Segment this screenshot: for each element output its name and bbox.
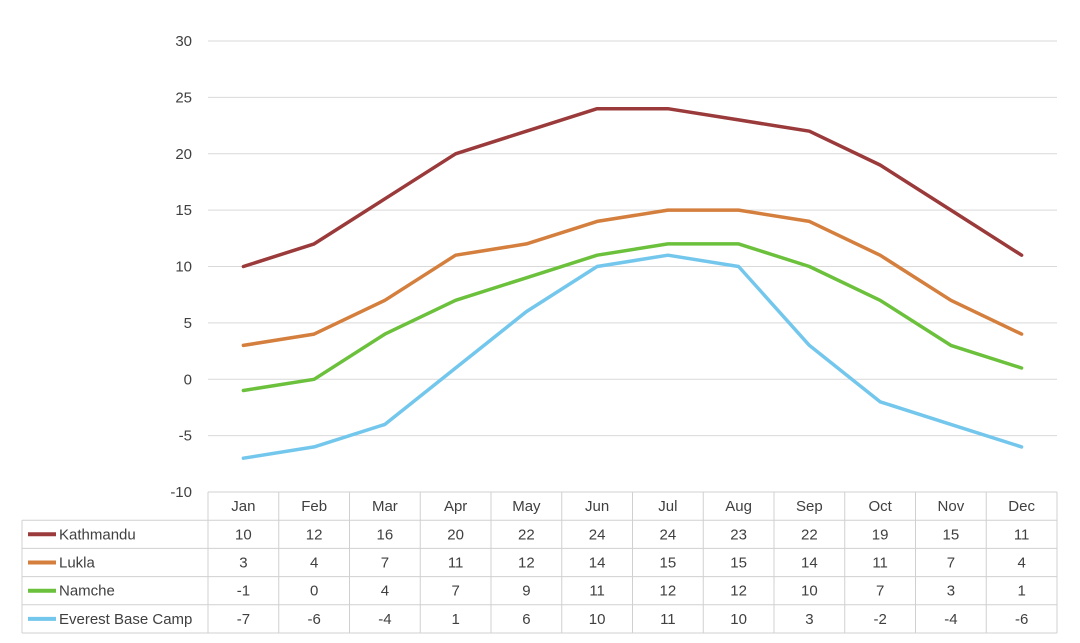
data-label-everest-base-camp-oct: -2 — [873, 611, 886, 628]
data-label-everest-base-camp-aug: 10 — [730, 611, 747, 628]
legend-label-kathmandu: Kathmandu — [59, 526, 136, 543]
data-label-namche-oct: 7 — [876, 583, 884, 600]
x-tick-label-jan: Jan — [231, 498, 255, 515]
data-label-kathmandu-jun: 24 — [589, 526, 606, 543]
x-tick-label-dec: Dec — [1008, 498, 1035, 515]
data-label-lukla-oct: 11 — [872, 555, 888, 572]
data-label-lukla-mar: 7 — [381, 555, 389, 572]
data-label-everest-base-camp-nov: -4 — [944, 611, 957, 628]
x-tick-label-nov: Nov — [938, 498, 965, 515]
data-label-kathmandu-apr: 20 — [447, 526, 464, 543]
legend-label-everest-base-camp: Everest Base Camp — [59, 611, 192, 628]
data-label-namche-jun: 11 — [589, 583, 605, 600]
data-label-namche-aug: 12 — [730, 583, 747, 600]
y-tick-label-10: 10 — [175, 259, 192, 276]
data-label-kathmandu-may: 22 — [518, 526, 535, 543]
y-tick-label-5: 5 — [184, 315, 192, 332]
data-label-kathmandu-aug: 23 — [730, 526, 747, 543]
data-label-lukla-dec: 4 — [1017, 555, 1025, 572]
data-label-everest-base-camp-jun: 10 — [589, 611, 606, 628]
data-label-kathmandu-oct: 19 — [872, 526, 889, 543]
data-label-namche-nov: 3 — [947, 583, 955, 600]
legend-label-namche: Namche — [59, 583, 115, 600]
data-label-namche-apr: 7 — [451, 583, 459, 600]
x-tick-label-sep: Sep — [796, 498, 823, 515]
data-label-kathmandu-feb: 12 — [306, 526, 323, 543]
x-tick-label-mar: Mar — [372, 498, 398, 515]
data-label-kathmandu-sep: 22 — [801, 526, 818, 543]
series-line-kathmandu — [241, 106, 1024, 269]
y-tick-label-20: 20 — [175, 146, 192, 163]
data-label-namche-jan: -1 — [237, 583, 250, 600]
x-tick-label-jul: Jul — [658, 498, 677, 515]
data-label-everest-base-camp-sep: 3 — [805, 611, 813, 628]
data-label-lukla-sep: 14 — [801, 555, 818, 572]
data-label-lukla-jun: 14 — [589, 555, 606, 572]
y-axis-tick-labels: -10 -5 0 5 10 15 20 25 30 — [170, 33, 192, 501]
series-line-lukla — [241, 208, 1024, 348]
y-tick-label-0: 0 — [184, 371, 192, 388]
data-label-everest-base-camp-jul: 11 — [660, 611, 676, 628]
data-label-kathmandu-jan: 10 — [235, 526, 252, 543]
x-tick-label-may: May — [512, 498, 541, 515]
data-label-lukla-nov: 7 — [947, 555, 955, 572]
legend-label-lukla: Lukla — [59, 555, 96, 572]
data-label-lukla-jul: 15 — [660, 555, 677, 572]
data-label-namche-jul: 12 — [660, 583, 677, 600]
data-label-kathmandu-dec: 11 — [1014, 526, 1030, 543]
x-tick-label-jun: Jun — [585, 498, 609, 515]
y-tick-label-15: 15 — [175, 202, 192, 219]
data-label-namche-mar: 4 — [381, 583, 389, 600]
data-label-lukla-feb: 4 — [310, 555, 318, 572]
y-tick-label-30: 30 — [175, 33, 192, 50]
data-label-lukla-jan: 3 — [239, 555, 247, 572]
y-tick-label--10: -10 — [170, 484, 192, 501]
y-tick-label--5: -5 — [179, 428, 192, 445]
series-line-namche — [241, 242, 1024, 393]
data-label-namche-may: 9 — [522, 583, 530, 600]
x-tick-label-aug: Aug — [725, 498, 752, 515]
data-label-kathmandu-mar: 16 — [377, 526, 394, 543]
gridlines — [208, 40, 1057, 437]
data-label-everest-base-camp-apr: 1 — [451, 611, 459, 628]
data-label-namche-dec: 1 — [1017, 583, 1025, 600]
series-line-everest-base-camp — [241, 253, 1024, 460]
data-label-lukla-may: 12 — [518, 555, 535, 572]
data-label-everest-base-camp-dec: -6 — [1015, 611, 1028, 628]
data-label-everest-base-camp-mar: -4 — [378, 611, 391, 628]
data-label-everest-base-camp-feb: -6 — [307, 611, 320, 628]
data-label-everest-base-camp-may: 6 — [522, 611, 530, 628]
data-label-lukla-aug: 15 — [730, 555, 747, 572]
data-label-namche-sep: 10 — [801, 583, 818, 600]
data-label-lukla-apr: 11 — [448, 555, 464, 572]
x-tick-label-oct: Oct — [868, 498, 892, 515]
data-label-namche-feb: 0 — [310, 583, 318, 600]
data-label-kathmandu-jul: 24 — [660, 526, 677, 543]
x-tick-label-feb: Feb — [301, 498, 327, 515]
x-tick-label-apr: Apr — [444, 498, 467, 515]
data-label-everest-base-camp-jan: -7 — [237, 611, 250, 628]
y-tick-label-25: 25 — [175, 89, 192, 106]
series-lines — [241, 106, 1024, 460]
data-table: Jan Feb Mar Apr May Jun Jul Aug Sep Oct Nov Dec Kath… — [21, 491, 1058, 634]
data-label-kathmandu-nov: 15 — [943, 526, 960, 543]
